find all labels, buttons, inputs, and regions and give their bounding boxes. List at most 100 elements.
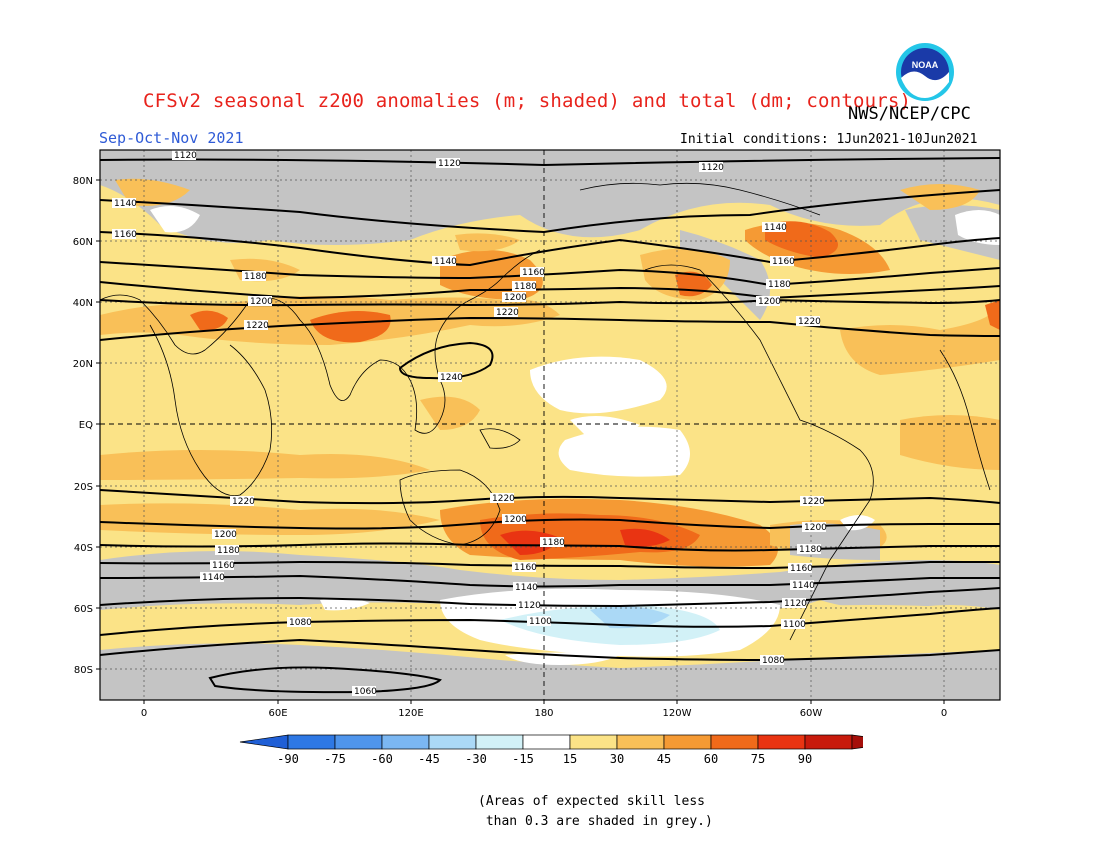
lon-label: 60E [268,708,287,719]
contour-label: 1180 [217,546,240,556]
colorbar-labels: -90 -75 -60 -45 -30 -15 15 30 45 60 75 90 [277,752,812,766]
lat-label: 40N [73,298,93,309]
colorbar-swatch [475,734,524,750]
skill-footnote: (Areas of expected skill less than 0.3 a… [478,794,713,829]
contour-label: 1120 [438,159,461,169]
contour-label: 1120 [518,601,541,611]
colorbar-swatch [381,734,430,750]
lat-label: 80N [73,176,93,187]
colorbar-tick-label: 15 [563,752,577,766]
contour-label: 1140 [792,581,815,591]
contour-label: 1240 [440,373,463,383]
lon-label: 120E [398,708,423,719]
lat-label: 60S [74,604,93,615]
colorbar-arrow-left [239,734,289,750]
contour-label: 1140 [202,573,225,583]
colorbar-swatch [428,734,477,750]
contour-label: 1180 [244,272,267,282]
lat-label: 20S [74,482,93,493]
contour-label: 1180 [542,538,565,548]
lon-label: 180 [534,708,553,719]
colorbar-tick-label: 45 [657,752,671,766]
colorbar: -90 -75 -60 -45 -30 -15 15 30 45 60 75 90 [239,734,863,766]
colorbar-tick-label: 30 [610,752,624,766]
contour-label: 1200 [504,515,527,525]
colorbar-swatch [804,734,853,750]
contour-label: 1160 [514,563,537,573]
contour-label: 1180 [768,280,791,290]
contour-label: 1220 [246,321,269,331]
contour-label: 1120 [784,599,807,609]
contour-label: 1180 [799,545,822,555]
contour-label: 1220 [798,317,821,327]
colorbar-swatches [239,734,863,750]
lon-label: 0 [941,708,947,719]
contour-label: 1200 [758,297,781,307]
colorbar-swatch [757,734,806,750]
equator-and-dateline [100,150,1000,700]
lat-label: EQ [79,420,93,431]
colorbar-swatch [287,734,336,750]
height-contours [99,157,1001,694]
lat-lon-grid [100,150,1000,700]
contour-label: 1120 [174,151,197,161]
forecast-period: Sep-Oct-Nov 2021 [99,129,244,147]
colorbar-tick-label: -15 [512,752,534,766]
colorbar-tick-label: 60 [704,752,718,766]
contour-label: 1220 [802,497,825,507]
lat-label: 80S [74,665,93,676]
colorbar-tick-label: -90 [277,752,299,766]
contour-label: 1080 [289,618,312,628]
colorbar-tick-label: -45 [418,752,440,766]
contour-label: 1160 [522,268,545,278]
map-frame [99,149,1001,701]
contour-label: 1140 [434,257,457,267]
colorbar-swatch [710,734,759,750]
colorbar-swatch [522,734,571,750]
contour-label: 1140 [515,583,538,593]
contour-label: 1200 [250,297,273,307]
contour-label: 1100 [783,620,806,630]
colorbar-swatch [616,734,665,750]
contour-label: 1160 [790,564,813,574]
contour-label: 1160 [114,230,137,240]
axis-ticks [96,179,945,704]
colorbar-swatch [663,734,712,750]
lat-label: 40S [74,543,93,554]
colorbar-arrow-right [851,734,863,750]
map-title: CFSv2 seasonal z200 anomalies (m; shaded… [143,90,912,112]
colorbar-tick-label: 75 [751,752,765,766]
contour-label: 1220 [496,308,519,318]
contour-label: 1060 [354,687,377,697]
contour-label: 1080 [762,656,785,666]
colorbar-swatch [569,734,618,750]
noaa-logo: NOAA [896,43,954,101]
colorbar-tick-label: -75 [324,752,346,766]
colorbar-swatch [334,734,383,750]
contour-label: 1140 [114,199,137,209]
lat-label: 20N [73,359,93,370]
colorbar-tick-label: 90 [798,752,812,766]
noaa-logo-text: NOAA [912,60,939,70]
agency-credit: NWS/NCEP/CPC [848,104,971,124]
contour-label: 1180 [514,282,537,292]
contour-labels: 1120 1120 1120 1140 1160 1140 1140 1180 … [112,150,827,697]
contour-label: 1120 [701,163,724,173]
lon-label: 60W [800,708,823,719]
lon-label: 0 [141,708,147,719]
colorbar-tick-label: -30 [465,752,487,766]
longitude-labels: 0 60E 120E 180 120W 60W 0 [141,708,947,719]
contour-label: 1200 [804,523,827,533]
contour-label: 1140 [764,223,787,233]
contour-label: 1160 [772,257,795,267]
colorbar-tick-label: -60 [371,752,393,766]
initial-conditions: Initial conditions: 1Jun2021-10Jun2021 [680,132,978,147]
contour-label: 1160 [212,561,235,571]
contour-label: 1100 [529,617,552,627]
latitude-labels: 80N 60N 40N 20N EQ 20S 40S 60S 80S [73,176,93,676]
coastlines [100,182,991,641]
lat-label: 60N [73,237,93,248]
lon-label: 120W [663,708,692,719]
contour-label: 1220 [492,494,515,504]
